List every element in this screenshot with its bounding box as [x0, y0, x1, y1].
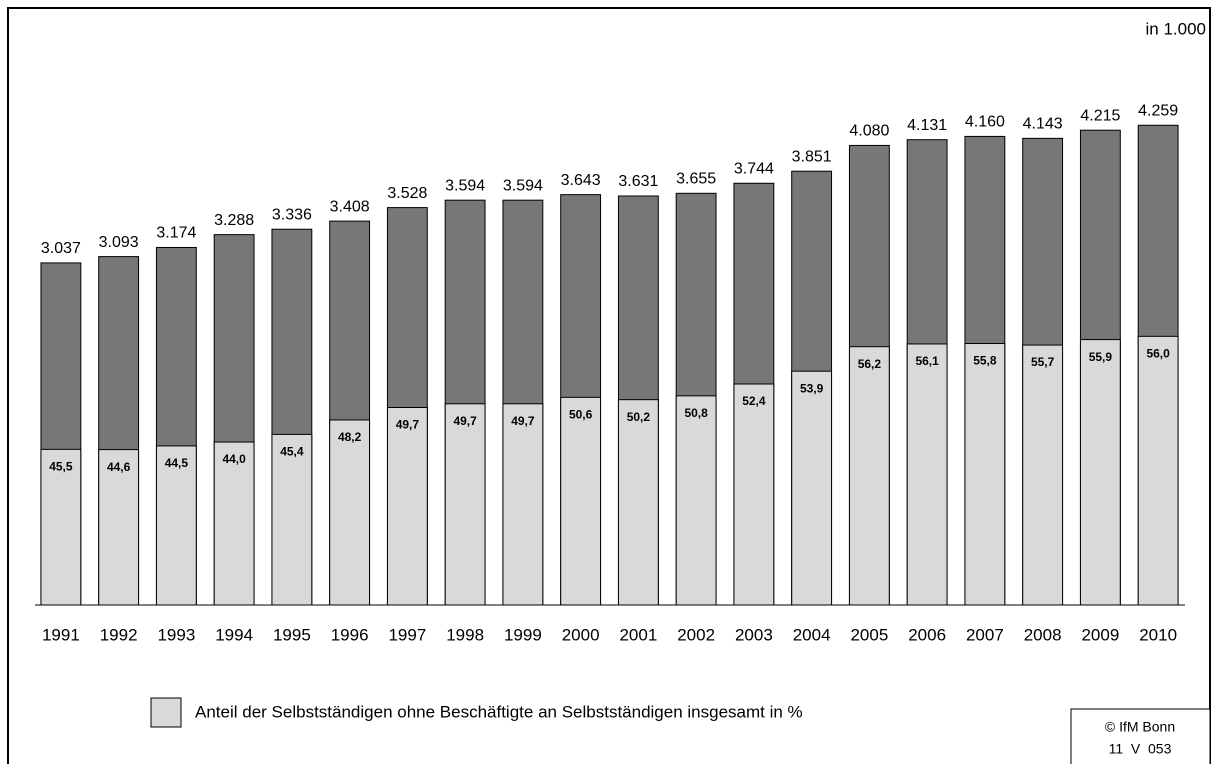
- share-bar: [1079, 339, 1121, 606]
- legend-label: Anteil der Selbstständigen ohne Beschäft…: [195, 702, 803, 721]
- share-label: 50,6: [569, 408, 593, 422]
- value-label: 3.037: [41, 240, 81, 257]
- x-tick-label: 2002: [677, 625, 715, 644]
- share-label: 50,2: [627, 410, 651, 424]
- x-tick-label: 1997: [388, 625, 426, 644]
- value-label: 3.336: [272, 206, 312, 223]
- x-tick-label: 2009: [1081, 625, 1119, 644]
- share-label: 55,9: [1089, 350, 1113, 364]
- share-label: 50,8: [684, 406, 708, 420]
- share-bar: [386, 406, 428, 606]
- x-tick-label: 1996: [331, 625, 369, 644]
- share-bar: [906, 343, 948, 606]
- share-label: 49,7: [396, 418, 420, 432]
- share-bar: [502, 403, 544, 606]
- value-label: 3.744: [734, 160, 774, 177]
- value-label: 3.528: [387, 185, 427, 202]
- value-label: 4.160: [965, 114, 1005, 131]
- x-tick-label: 2001: [619, 625, 657, 644]
- share-bar: [98, 449, 140, 606]
- share-label: 56,1: [915, 354, 939, 368]
- value-label: 4.080: [849, 123, 889, 140]
- value-label: 3.408: [330, 198, 370, 215]
- x-tick-label: 2004: [793, 625, 831, 644]
- x-tick-label: 2000: [562, 625, 600, 644]
- x-tick-label: 1994: [215, 625, 253, 644]
- share-bar: [560, 396, 602, 606]
- x-tick-label: 2006: [908, 625, 946, 644]
- footer: © IfM Bonn: [1105, 719, 1175, 735]
- x-tick-label: 2007: [966, 625, 1004, 644]
- x-tick-label: 1992: [100, 625, 138, 644]
- value-label: 4.131: [907, 117, 947, 134]
- value-label: 3.655: [676, 171, 716, 188]
- value-label: 4.259: [1138, 102, 1178, 119]
- share-bar: [1022, 344, 1064, 606]
- share-label: 56,0: [1146, 347, 1170, 361]
- share-bar: [848, 346, 890, 606]
- value-label: 3.174: [156, 225, 196, 242]
- share-bar: [791, 370, 833, 606]
- share-label: 53,9: [800, 381, 824, 395]
- value-label: 3.851: [792, 148, 832, 165]
- x-tick-label: 1995: [273, 625, 311, 644]
- share-label: 49,7: [453, 414, 477, 428]
- value-label: 3.643: [561, 172, 601, 189]
- share-bar: [733, 383, 775, 606]
- share-label: 44,6: [107, 460, 131, 474]
- x-tick-label: 2010: [1139, 625, 1177, 644]
- share-label: 52,4: [742, 394, 766, 408]
- value-label: 3.288: [214, 212, 254, 229]
- unit-label: in 1.000: [1146, 19, 1207, 38]
- share-label: 55,7: [1031, 355, 1055, 369]
- share-bar: [444, 403, 486, 606]
- share-bar: [155, 445, 197, 606]
- x-tick-label: 1991: [42, 625, 80, 644]
- share-bar: [213, 441, 255, 606]
- share-label: 56,2: [858, 357, 882, 371]
- share-bar: [271, 433, 313, 606]
- share-label: 55,8: [973, 354, 997, 368]
- share-bar: [675, 395, 717, 606]
- value-label: 3.594: [445, 177, 485, 194]
- share-label: 45,4: [280, 445, 304, 459]
- share-label: 45,5: [49, 460, 73, 474]
- share-bar: [964, 343, 1006, 606]
- value-label: 4.215: [1080, 107, 1120, 124]
- share-bar: [617, 399, 659, 606]
- share-bar: [329, 419, 371, 606]
- frame: [7, 7, 1211, 764]
- legend-swatch: [150, 697, 182, 728]
- share-label: 49,7: [511, 414, 535, 428]
- share-label: 44,5: [165, 456, 189, 470]
- share-bar: [1137, 335, 1179, 606]
- value-label: 3.631: [618, 173, 658, 190]
- x-tick-label: 2008: [1024, 625, 1062, 644]
- value-label: 3.594: [503, 177, 543, 194]
- x-tick-label: 1993: [157, 625, 195, 644]
- x-tick-label: 1998: [446, 625, 484, 644]
- share-label: 44,0: [222, 452, 246, 466]
- footer-box: [1070, 708, 1211, 764]
- value-label: 4.143: [1023, 116, 1063, 133]
- footer: 11 V 053: [1109, 741, 1172, 757]
- value-label: 3.093: [99, 234, 139, 251]
- x-tick-label: 2003: [735, 625, 773, 644]
- share-label: 48,2: [338, 430, 362, 444]
- x-tick-label: 2005: [850, 625, 888, 644]
- x-tick-label: 1999: [504, 625, 542, 644]
